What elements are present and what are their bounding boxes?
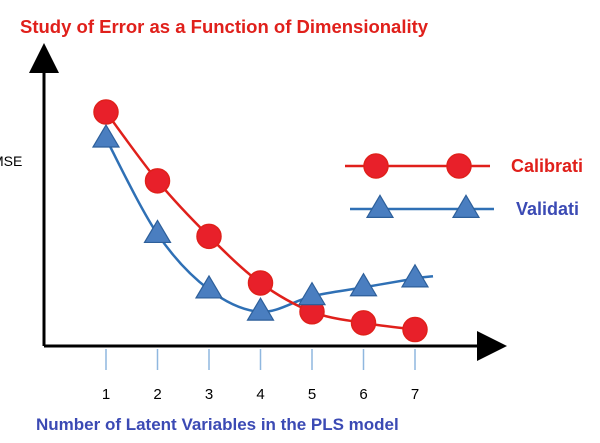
validation-point-4 — [246, 296, 275, 321]
validation-point-3 — [194, 274, 224, 299]
x-tick-label-4: 4 — [256, 386, 264, 403]
legend: Calibrati Validati — [345, 153, 583, 219]
calibration-point-6 — [350, 310, 377, 336]
validation-point-6 — [349, 272, 378, 297]
x-tick-label-7: 7 — [411, 386, 419, 403]
x-tick-label-5: 5 — [308, 386, 316, 403]
legend-validation-label: Validati — [516, 199, 579, 219]
calibration-point-4 — [247, 270, 274, 296]
calibration-point-1 — [93, 99, 119, 125]
x-axis-label: Number of Latent Variables in the PLS mo… — [36, 415, 399, 434]
x-tick-label-2: 2 — [153, 386, 161, 403]
legend-calibration-marker-1 — [363, 153, 389, 179]
validation-point-1 — [91, 123, 121, 148]
legend-calibration-marker-2 — [446, 153, 472, 179]
legend-calibration-label: Calibrati — [511, 156, 583, 176]
validation-point-2 — [143, 219, 172, 244]
validation-point-5 — [297, 281, 327, 306]
validation-point-7 — [400, 263, 430, 288]
x-tick-labels: 1 2 3 4 5 6 7 — [102, 386, 419, 403]
x-tick-label-3: 3 — [205, 386, 213, 403]
calibration-line — [104, 111, 416, 331]
series-lines — [104, 111, 434, 331]
calibration-point-7 — [402, 316, 428, 343]
y-axis-label: MSE — [0, 153, 22, 169]
legend-validation-marker-1 — [365, 194, 395, 218]
chart-title: Study of Error as a Function of Dimensio… — [20, 16, 429, 37]
x-tick-label-6: 6 — [359, 386, 367, 403]
calibration-point-2 — [144, 168, 171, 194]
x-tick-label-1: 1 — [102, 386, 110, 403]
legend-validation-marker-2 — [451, 194, 481, 218]
x-tick-guides — [105, 349, 416, 370]
calibration-point-3 — [196, 223, 222, 250]
series-markers — [91, 99, 430, 343]
